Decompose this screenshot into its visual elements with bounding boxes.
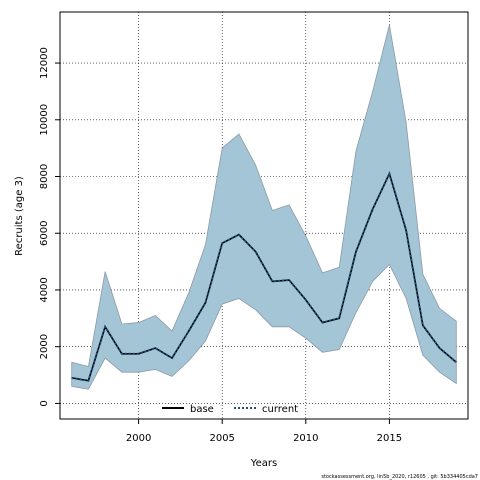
x-tick-label: 2010 [293, 433, 318, 444]
x-tick-label: 2005 [209, 433, 234, 444]
y-tick-label: 6000 [39, 220, 50, 245]
x-tick-label: 2000 [126, 433, 151, 444]
y-tick-label: 10000 [39, 104, 50, 136]
series-line-current [71, 170, 457, 382]
y-tick-label: 4000 [39, 277, 50, 302]
legend: base current [162, 404, 298, 415]
confidence-band [71, 24, 457, 390]
x-axis-title: Years [250, 458, 277, 469]
y-tick-label: 0 [39, 400, 50, 406]
y-axis: 0 2000 4000 6000 8000 10000 12000 [39, 47, 60, 407]
legend-label-base: base [190, 404, 214, 415]
x-tick-label: 2015 [377, 433, 402, 444]
y-axis-title: Recruits (age 3) [14, 176, 25, 256]
y-tick-label: 2000 [39, 334, 50, 359]
x-axis: 2000 2005 2010 2015 [126, 419, 402, 444]
plot-frame [59, 11, 469, 420]
footer-text: stockassessment.org, lin5b_2020, r12605 … [321, 474, 478, 480]
legend-label-current: current [262, 404, 298, 415]
y-tick-label: 8000 [39, 164, 50, 189]
y-tick-label: 12000 [39, 47, 50, 79]
